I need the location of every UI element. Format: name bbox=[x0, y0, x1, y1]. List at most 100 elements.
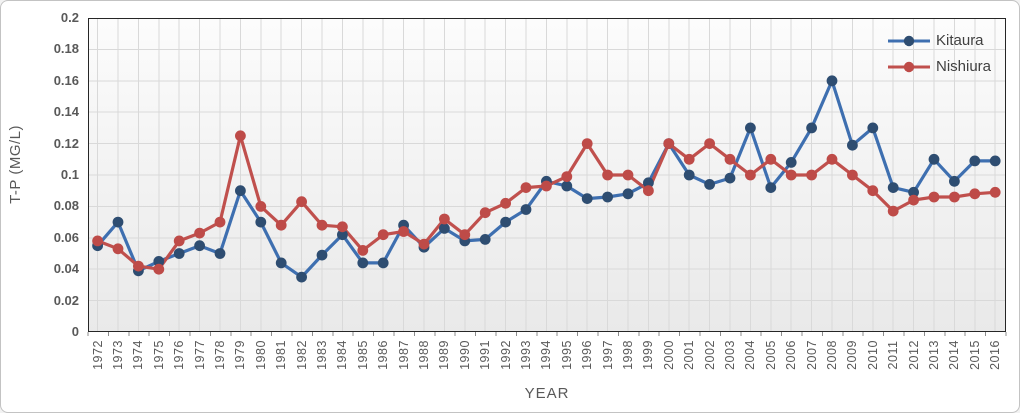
nishiura-point-1980 bbox=[255, 201, 267, 212]
kitaura-point-2012 bbox=[908, 186, 919, 198]
x-tick-label-2013: 2013 bbox=[926, 340, 941, 370]
x-tick-label-1999: 1999 bbox=[641, 340, 656, 370]
x-tick-label-2001: 2001 bbox=[682, 340, 697, 370]
nishiura-point-2007 bbox=[806, 169, 817, 181]
kitaura-point-1985 bbox=[357, 257, 369, 269]
nishiura-point-1985 bbox=[357, 245, 369, 256]
nishiura-point-2016 bbox=[989, 186, 1001, 198]
x-tick-label-1995: 1995 bbox=[559, 340, 574, 370]
kitaura-point-2009 bbox=[847, 139, 858, 151]
y-tick-label-0: 0 bbox=[71, 324, 79, 339]
x-tick-label-2016: 2016 bbox=[988, 340, 1003, 370]
nishiura-point-2009 bbox=[847, 169, 858, 181]
nishiura-point-2011 bbox=[887, 205, 899, 217]
kitaura-point-1981 bbox=[275, 257, 287, 269]
kitaura-point-1975 bbox=[153, 256, 165, 267]
x-tick-label-1973: 1973 bbox=[110, 340, 125, 370]
x-tick-label-2002: 2002 bbox=[702, 340, 717, 370]
kitaura-point-1999 bbox=[643, 177, 654, 189]
kitaura-point-2011 bbox=[887, 182, 899, 194]
legend-label: Kitaura bbox=[936, 32, 984, 49]
x-tick-label-2000: 2000 bbox=[661, 340, 676, 370]
kitaura-point-1995 bbox=[561, 180, 573, 192]
nishiura-point-2015 bbox=[969, 188, 981, 200]
kitaura-point-1978 bbox=[214, 248, 226, 259]
nishiura-point-1976 bbox=[173, 235, 185, 247]
x-tick-label-1991: 1991 bbox=[478, 340, 493, 370]
x-tick-label-2015: 2015 bbox=[967, 340, 982, 370]
x-tick-label-1989: 1989 bbox=[437, 340, 452, 370]
kitaura-point-2007 bbox=[806, 122, 817, 134]
nishiura-point-1973 bbox=[112, 243, 124, 255]
x-tick-label-1993: 1993 bbox=[518, 340, 533, 370]
nishiura-point-1977 bbox=[194, 227, 205, 239]
kitaura-point-1977 bbox=[194, 240, 205, 252]
kitaura-point-2013 bbox=[928, 153, 940, 165]
kitaura-point-2015 bbox=[969, 155, 981, 167]
nishiura-point-1983 bbox=[316, 219, 328, 231]
x-tick-label-1996: 1996 bbox=[580, 340, 595, 370]
y-tick-label-0.08: 0.08 bbox=[53, 198, 79, 214]
kitaura-point-2004 bbox=[745, 122, 756, 134]
x-tick-label-2004: 2004 bbox=[743, 340, 758, 370]
kitaura-point-2014 bbox=[949, 175, 960, 187]
kitaura-point-1996 bbox=[581, 193, 593, 205]
x-tick-label-1982: 1982 bbox=[294, 340, 309, 370]
nishiura-point-1992 bbox=[500, 197, 511, 209]
x-tick-label-2014: 2014 bbox=[947, 340, 962, 370]
x-tick-label-1985: 1985 bbox=[355, 340, 370, 370]
x-tick-label-1974: 1974 bbox=[131, 340, 146, 370]
nishiura-point-2014 bbox=[949, 191, 960, 203]
x-axis-title: YEAR bbox=[524, 385, 570, 402]
legend-label: Nishiura bbox=[936, 58, 992, 75]
nishiura-point-1991 bbox=[479, 207, 491, 219]
nishiura-point-2013 bbox=[928, 191, 940, 203]
kitaura-point-1986 bbox=[377, 257, 389, 269]
nishiura-point-2005 bbox=[765, 153, 777, 165]
kitaura-point-2002 bbox=[704, 179, 715, 190]
x-tick-label-2009: 2009 bbox=[845, 340, 860, 370]
nishiura-point-2002 bbox=[704, 138, 715, 149]
kitaura-point-1980 bbox=[255, 216, 267, 228]
nishiura-point-1993 bbox=[520, 182, 532, 194]
x-tick-label-1978: 1978 bbox=[212, 340, 227, 370]
nishiura-point-1988 bbox=[418, 238, 430, 250]
nishiura-point-1984 bbox=[337, 221, 348, 233]
kitaura-point-1982 bbox=[296, 271, 307, 283]
kitaura-point-1998 bbox=[622, 188, 634, 200]
kitaura-point-2008 bbox=[826, 75, 838, 87]
x-tick-label-2005: 2005 bbox=[763, 340, 778, 370]
y-tick-label-0.18: 0.18 bbox=[53, 41, 79, 57]
kitaura-point-1983 bbox=[316, 249, 328, 261]
kitaura-point-1979 bbox=[235, 185, 246, 197]
y-tick-label-0.14: 0.14 bbox=[53, 104, 79, 120]
kitaura-point-1993 bbox=[520, 204, 532, 215]
legend-marker-kitaura-icon bbox=[888, 35, 930, 46]
nishiura-point-1982 bbox=[296, 196, 307, 208]
plot-area bbox=[87, 17, 1007, 336]
kitaura-point-1973 bbox=[112, 216, 124, 228]
nishiura-point-1998 bbox=[622, 169, 634, 181]
x-tick-label-2006: 2006 bbox=[784, 340, 799, 370]
x-tick-label-1998: 1998 bbox=[620, 340, 635, 370]
plot-border bbox=[87, 17, 1007, 333]
nishiura-point-2008 bbox=[826, 153, 838, 165]
nishiura-point-1994 bbox=[541, 180, 552, 192]
x-tick-label-1988: 1988 bbox=[416, 340, 431, 370]
x-tick-label-1990: 1990 bbox=[457, 340, 472, 370]
kitaura-point-1989 bbox=[439, 223, 450, 234]
kitaura-point-1992 bbox=[500, 216, 511, 228]
y-tick-label-0.2: 0.2 bbox=[60, 10, 79, 25]
nishiura-point-2006 bbox=[785, 169, 797, 181]
x-tick-label-1986: 1986 bbox=[376, 340, 391, 370]
x-tick-label-1972: 1972 bbox=[90, 340, 105, 370]
x-tick-label-1984: 1984 bbox=[335, 340, 350, 370]
x-tick-label-1987: 1987 bbox=[396, 340, 411, 370]
legend-marker-nishiura-icon bbox=[888, 61, 930, 72]
x-tick-label-1976: 1976 bbox=[172, 340, 187, 370]
x-tick-label-1980: 1980 bbox=[253, 340, 268, 370]
kitaura-point-2005 bbox=[765, 182, 777, 194]
nishiura-point-1972 bbox=[92, 235, 103, 247]
kitaura-point-2016 bbox=[989, 155, 1001, 167]
legend: Kitaura Nishiura bbox=[887, 32, 991, 75]
